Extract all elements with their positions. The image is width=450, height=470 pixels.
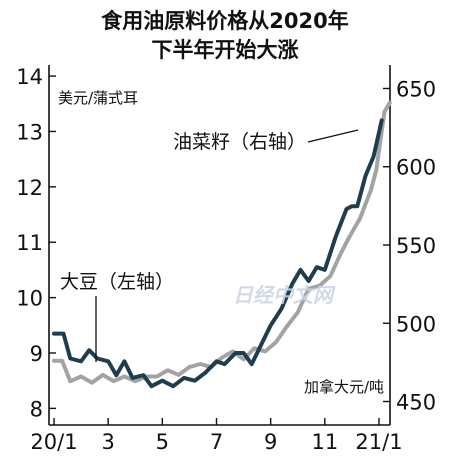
right-tick-label: 650: [396, 77, 436, 101]
x-tick-label: 21/1: [355, 430, 402, 454]
x-tick-label: 20/1: [30, 430, 77, 454]
right-tick-label: 600: [396, 156, 436, 180]
series-line-rapeseed: [52, 100, 392, 385]
rapeseed-leader-line: [307, 129, 359, 143]
left-tick-label: 13: [16, 120, 43, 144]
series-label-rapeseed: 油菜籽（右轴）: [173, 131, 306, 153]
left-tick-label: 10: [16, 287, 43, 311]
x-tick-label: 7: [210, 430, 223, 454]
x-tick-label: 5: [156, 430, 169, 454]
right-tick-label: 450: [396, 391, 436, 415]
x-tick-label: 11: [311, 430, 338, 454]
chart-title-line-1: 食用油原料价格从2020年: [101, 9, 349, 33]
series-label-soybean: 大豆（左轴）: [60, 271, 174, 293]
left-tick-label: 9: [30, 342, 43, 366]
watermark-logo: 日经中文网: [233, 283, 336, 307]
right-tick-label: 550: [396, 234, 436, 258]
left-tick-label: 8: [30, 397, 43, 421]
left-tick-label: 11: [16, 231, 43, 255]
left-axis-unit: 美元/蒲式耳: [58, 89, 138, 107]
series-line-soybean: [52, 118, 384, 389]
right-axis-unit: 加拿大元/吨: [304, 378, 384, 396]
left-tick-label: 14: [16, 65, 43, 89]
right-tick-label: 500: [396, 312, 436, 336]
x-tick-label: 3: [101, 430, 114, 454]
chart-title-line-2: 下半年开始大涨: [151, 38, 299, 62]
x-tick-label: 9: [264, 430, 277, 454]
left-tick-label: 12: [16, 176, 43, 200]
